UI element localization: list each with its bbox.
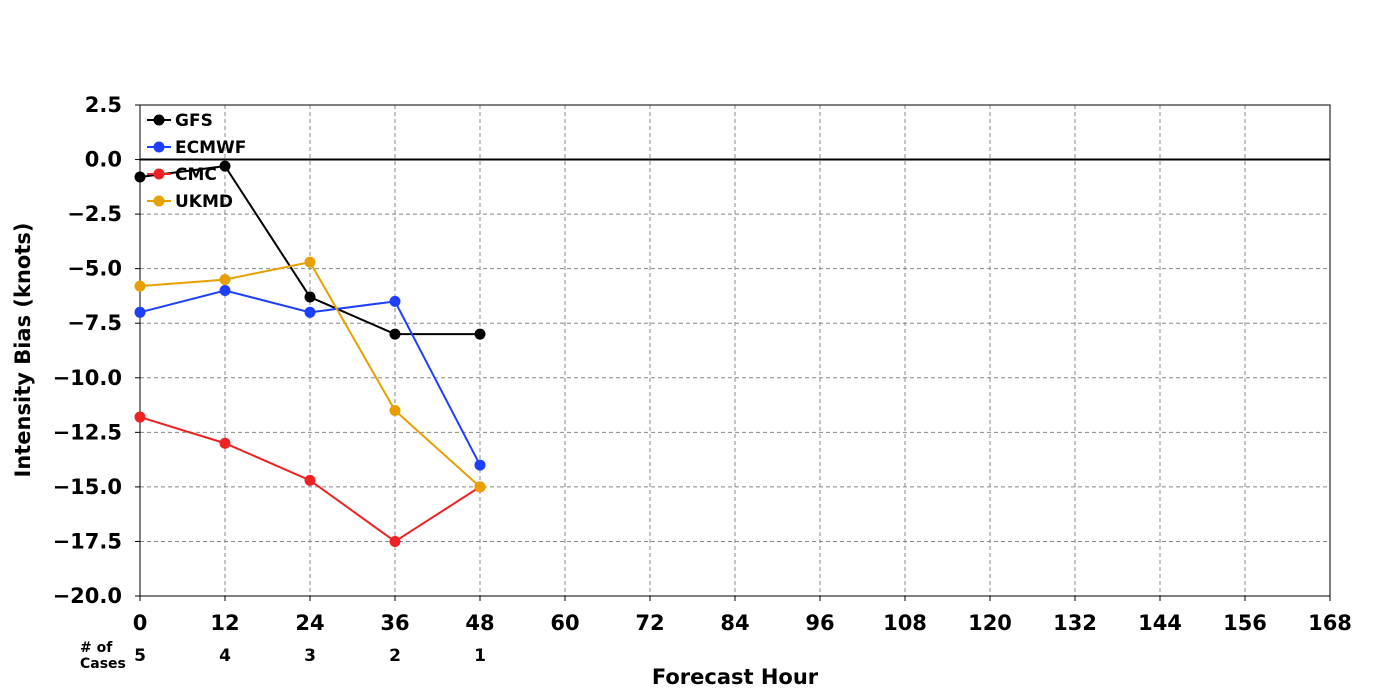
data-point — [304, 474, 316, 486]
y-tick-label: 0.0 — [85, 148, 122, 172]
y-tick-label: −5.0 — [67, 257, 122, 281]
legend-marker — [153, 114, 165, 126]
legend-label: GFS — [175, 111, 213, 131]
y-tick-label: −7.5 — [67, 311, 122, 335]
cases-count: 4 — [219, 646, 231, 666]
y-axis-title: Intensity Bias (knots) — [11, 223, 35, 478]
y-tick-label: 2.5 — [85, 93, 122, 117]
y-tick-label: −10.0 — [53, 366, 122, 390]
data-point — [304, 306, 316, 318]
y-axis-ticks: 2.5 0.0 −2.5 −5.0 −7.5 −10.0 −12.5 −15.0 −17.5 −2… — [53, 93, 140, 608]
y-tick-label: −17.5 — [53, 529, 122, 553]
cases-count: 2 — [389, 646, 401, 666]
y-tick-label: −12.5 — [53, 420, 122, 444]
series-gfs — [134, 160, 486, 340]
legend-item-ukmd: UKMD — [147, 192, 233, 212]
x-tick-label: 96 — [805, 611, 834, 635]
cases-label-line2: Cases — [80, 656, 126, 672]
x-tick-label: 120 — [968, 611, 1012, 635]
legend-item-gfs: GFS — [147, 111, 213, 131]
data-point — [134, 280, 146, 292]
data-point — [474, 328, 486, 340]
data-point — [304, 256, 316, 268]
cases-row: # of Cases 5 4 3 2 1 — [80, 640, 486, 672]
data-point — [389, 535, 401, 547]
legend-marker — [153, 168, 165, 180]
x-tick-label: 12 — [210, 611, 239, 635]
y-tick-label: −15.0 — [53, 475, 122, 499]
x-tick-label: 84 — [720, 611, 749, 635]
x-tick-label: 156 — [1223, 611, 1267, 635]
x-tick-label: 144 — [1138, 611, 1182, 635]
x-axis-ticks: 0 12 24 36 48 60 72 84 96 108 120 132 144 156 168 — [133, 596, 1352, 635]
legend-marker — [153, 195, 165, 207]
y-tick-label: −2.5 — [67, 202, 122, 226]
data-point — [474, 459, 486, 471]
x-tick-label: 168 — [1308, 611, 1352, 635]
legend-item-cmc: CMC — [147, 165, 217, 185]
data-point — [389, 328, 401, 340]
data-point — [134, 171, 146, 183]
x-tick-label: 36 — [380, 611, 409, 635]
legend-label: CMC — [175, 165, 217, 185]
series-ecmwf — [134, 284, 486, 471]
data-point — [474, 481, 486, 493]
data-point — [389, 295, 401, 307]
legend: GFS ECMWF CMC UKMD — [147, 111, 246, 212]
x-tick-label: 132 — [1053, 611, 1097, 635]
data-point — [219, 274, 231, 286]
data-point — [219, 284, 231, 296]
x-tick-label: 108 — [883, 611, 927, 635]
data-point — [134, 411, 146, 423]
data-point — [219, 437, 231, 449]
data-point — [219, 160, 231, 172]
x-axis-title: Forecast Hour — [652, 665, 819, 689]
legend-item-ecmwf: ECMWF — [147, 138, 246, 158]
legend-label: ECMWF — [175, 138, 246, 158]
x-tick-label: 48 — [465, 611, 494, 635]
cases-count: 3 — [304, 646, 316, 666]
cases-label-line1: # of — [80, 640, 113, 656]
data-point — [304, 291, 316, 303]
legend-label: UKMD — [175, 192, 233, 212]
y-tick-label: −20.0 — [53, 584, 122, 608]
series-ukmd — [134, 256, 486, 493]
cases-count: 5 — [134, 646, 146, 666]
data-point — [134, 306, 146, 318]
series-lines — [134, 160, 486, 547]
legend-marker — [153, 141, 165, 153]
x-tick-label: 72 — [635, 611, 664, 635]
x-tick-label: 60 — [550, 611, 579, 635]
x-tick-label: 0 — [133, 611, 148, 635]
x-tick-label: 24 — [295, 611, 324, 635]
cases-count: 1 — [474, 646, 486, 666]
data-point — [389, 405, 401, 417]
grid — [140, 105, 1330, 596]
